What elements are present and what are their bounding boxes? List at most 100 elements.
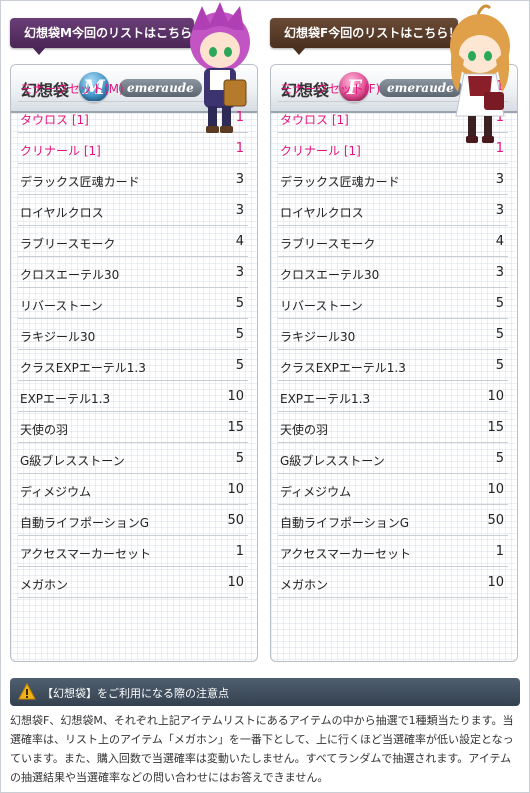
notice-title: 【幻想袋】をご利用になる際の注意点 xyxy=(42,687,229,700)
item-row: デラックス匠魂カード 3 xyxy=(278,164,508,195)
item-quantity: 3 xyxy=(495,265,504,280)
item-name: デラックス匠魂カード xyxy=(20,175,140,189)
item-list-box-f: 幻想袋 F emeraude xyxy=(270,64,518,662)
item-name: クラスEXPエーテル1.3 xyxy=(20,361,146,375)
item-name: 天使の羽 xyxy=(280,423,329,437)
item-row: リバーストーン 5 xyxy=(278,288,508,319)
item-quantity: 1 xyxy=(495,544,504,559)
item-row: クロスエーテル30 3 xyxy=(18,257,248,288)
item-name: EXPエーテル1.3 xyxy=(280,392,371,406)
item-quantity: 15 xyxy=(487,420,504,435)
item-row: クラスEXPエーテル1.3 5 xyxy=(18,350,248,381)
item-row: 天使の羽 15 xyxy=(278,412,508,443)
item-quantity: 10 xyxy=(227,389,244,404)
item-quantity: 3 xyxy=(235,203,244,218)
emeraude-logo: emeraude xyxy=(119,79,202,97)
item-row: タウロス [1] 1 xyxy=(278,102,508,133)
item-name: EXPエーテル1.3 xyxy=(20,392,111,406)
item-name: タウロス [1] xyxy=(20,113,89,127)
item-quantity: 1 xyxy=(495,79,504,94)
item-quantity: 4 xyxy=(235,234,244,249)
chibi-character-m-illustration xyxy=(190,2,250,133)
item-name: ラキジール30 xyxy=(280,330,356,344)
item-quantity: 10 xyxy=(487,575,504,590)
item-name: メガホン xyxy=(20,578,69,592)
list-banner-f-text: 幻想袋F今回のリストはこちら！ xyxy=(284,26,461,40)
item-row: ラブリースモーク 4 xyxy=(278,226,508,257)
item-row: クロスエーテル30 3 xyxy=(278,257,508,288)
item-row: メガホン 10 xyxy=(278,567,508,598)
item-quantity: 3 xyxy=(495,203,504,218)
item-quantity: 15 xyxy=(227,420,244,435)
item-row: 天使の羽 15 xyxy=(18,412,248,443)
warning-icon xyxy=(18,683,36,700)
item-row: 自動ライフポーションG 50 xyxy=(18,505,248,536)
list-banner-m: 幻想袋M今回のリストはこちら！ xyxy=(10,18,204,55)
gensoubukuro-f-panel: 幻想袋 F emeraude モナークセット(F) 1 タウロス [1] 1 クリナール… xyxy=(270,14,518,662)
item-row: ラキジール30 5 xyxy=(18,319,248,350)
item-row: ディメジウム 10 xyxy=(18,474,248,505)
item-quantity: 1 xyxy=(495,141,504,156)
item-quantity: 10 xyxy=(487,389,504,404)
item-quantity: 1 xyxy=(235,110,244,125)
item-quantity: 10 xyxy=(487,482,504,497)
item-name: 自動ライフポーションG xyxy=(20,516,150,530)
item-name: クリナール [1] xyxy=(280,144,361,158)
item-name: クロスエーテル30 xyxy=(20,268,120,282)
list-banner-f: 幻想袋F今回のリストはこちら！ xyxy=(270,18,461,55)
item-name: デラックス匠魂カード xyxy=(280,175,400,189)
notice-header: 【幻想袋】をご利用になる際の注意点 xyxy=(10,678,520,706)
item-name: リバーストーン xyxy=(280,299,363,313)
letter-m-badge: M xyxy=(79,72,109,102)
item-quantity: 5 xyxy=(235,451,244,466)
item-name: クロスエーテル30 xyxy=(280,268,380,282)
item-quantity: 5 xyxy=(495,296,504,311)
item-name: ラブリースモーク xyxy=(20,237,116,251)
item-quantity: 50 xyxy=(487,513,504,528)
item-name: ラキジール30 xyxy=(20,330,96,344)
item-row: メガホン 10 xyxy=(18,567,248,598)
item-row: ロイヤルクロス 3 xyxy=(18,195,248,226)
item-name: 自動ライフポーションG xyxy=(280,516,410,530)
item-row: EXPエーテル1.3 10 xyxy=(18,381,248,412)
item-quantity: 50 xyxy=(227,513,244,528)
item-row: クラスEXPエーテル1.3 5 xyxy=(278,350,508,381)
item-name: ロイヤルクロス xyxy=(20,206,104,220)
item-list-f: モナークセット(F) 1 タウロス [1] 1 クリナール [1] 1 デラックス匠魂カード… xyxy=(278,71,508,598)
item-row: G級ブレスストーン 5 xyxy=(278,443,508,474)
item-row: G級ブレスストーン 5 xyxy=(18,443,248,474)
item-name: G級ブレスストーン xyxy=(280,454,385,468)
item-row: ロイヤルクロス 3 xyxy=(278,195,508,226)
item-row: デラックス匠魂カード 3 xyxy=(18,164,248,195)
item-name: 天使の羽 xyxy=(20,423,69,437)
item-name: リバーストーン xyxy=(20,299,103,313)
item-name: アクセスマーカーセット xyxy=(20,547,152,561)
item-quantity: 1 xyxy=(235,141,244,156)
item-quantity: 5 xyxy=(235,296,244,311)
item-name: メガホン xyxy=(280,578,329,592)
item-row: アクセスマーカーセット 1 xyxy=(18,536,248,567)
item-name: ロイヤルクロス xyxy=(280,206,364,220)
item-name: ラブリースモーク xyxy=(280,237,376,251)
item-row: タウロス [1] 1 xyxy=(18,102,248,133)
item-quantity: 3 xyxy=(235,265,244,280)
item-quantity: 3 xyxy=(495,172,504,187)
item-name: モナークセット(F) xyxy=(280,82,381,96)
item-name: クリナール [1] xyxy=(20,144,101,158)
item-quantity: 3 xyxy=(235,172,244,187)
chibi-character-f-illustration xyxy=(450,4,510,143)
item-quantity: 10 xyxy=(227,482,244,497)
item-name: ディメジウム xyxy=(280,485,352,499)
item-row: ラキジール30 5 xyxy=(278,319,508,350)
item-quantity: 4 xyxy=(495,234,504,249)
item-name: ディメジウム xyxy=(20,485,92,499)
item-name: クラスEXPエーテル1.3 xyxy=(280,361,406,375)
list-header-label-m: 幻想袋 xyxy=(21,81,70,100)
list-header-label-f: 幻想袋 xyxy=(281,81,330,100)
item-quantity: 5 xyxy=(495,358,504,373)
letter-f-badge: F xyxy=(339,72,369,102)
item-row: EXPエーテル1.3 10 xyxy=(278,381,508,412)
item-quantity: 5 xyxy=(495,327,504,342)
item-list-m: モナークセット(M) 1 タウロス [1] 1 クリナール [1] 1 デラックス匠魂カード… xyxy=(18,71,248,598)
item-name: タウロス [1] xyxy=(280,113,349,127)
